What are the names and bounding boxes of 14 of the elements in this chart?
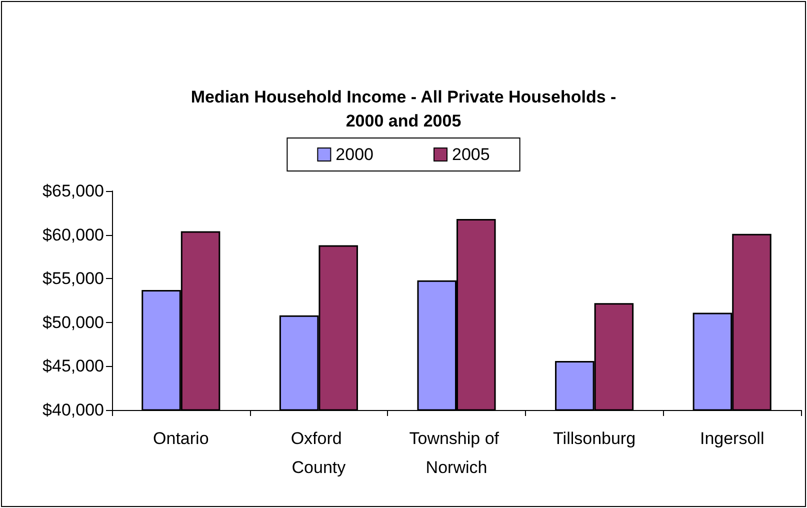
y-tick-label: $50,000	[42, 312, 104, 332]
y-tick-label: $65,000	[42, 182, 104, 200]
legend-label: 2005	[452, 145, 490, 164]
legend-label: 2000	[336, 145, 374, 164]
x-tick-label: Oxford County	[290, 429, 347, 477]
x-tick-label: Tillsonburg	[553, 429, 636, 448]
y-tick-label: $45,000	[42, 356, 104, 376]
y-tick-label: $55,000	[42, 269, 104, 288]
chart-title: Median Household Income - All Private Households - 2000 and 2005	[190, 88, 616, 130]
y-tick-label: $60,000	[42, 225, 104, 244]
x-tick-label: Ontario	[153, 429, 209, 448]
x-tick-label: Township of Norwich	[409, 429, 504, 477]
y-tick-label: $40,000	[42, 400, 104, 420]
x-tick-label: Ingersoll	[700, 429, 764, 448]
